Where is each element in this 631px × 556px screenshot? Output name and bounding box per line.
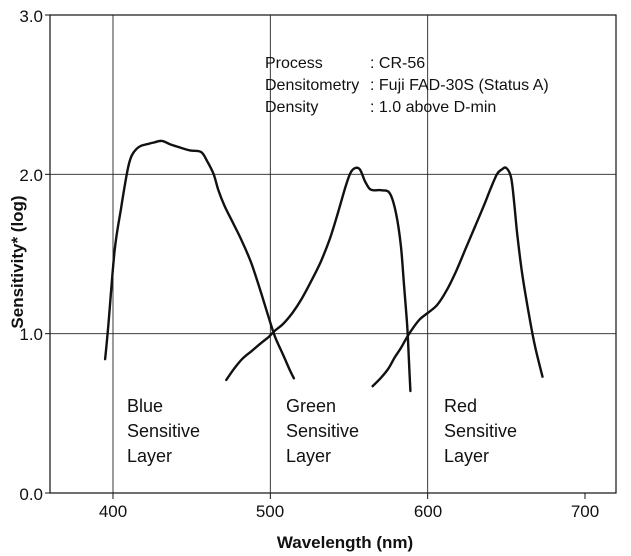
annotation-key: Density [265,99,318,116]
green-sensitivity-curve [225,166,412,393]
axis-ticks [45,14,586,499]
layer-label-line: Sensitive [444,421,517,441]
layer-label-line: Sensitive [286,421,359,441]
red-layer-label: Red Sensitive Layer [444,396,517,466]
blue-sensitivity-curve [103,139,296,380]
process-annotation: Process : CR-56 Densitometry : Fuji FAD-… [265,55,549,116]
layer-label-line: Blue [127,396,163,416]
x-tick-label: 400 [99,502,127,521]
layer-label-line: Green [286,396,336,416]
y-axis-title: Sensitivity* (log) [8,195,27,328]
annotation-value: : Fuji FAD-30S (Status A) [370,77,549,94]
x-axis-title: Wavelength (nm) [277,533,413,552]
y-tick-label: 1.0 [19,325,43,344]
layer-label-line: Red [444,396,477,416]
x-tick-label: 500 [256,502,284,521]
y-tick-labels: 0.0 1.0 2.0 3.0 [19,7,43,504]
green-layer-label: Green Sensitive Layer [286,396,359,466]
blue-layer-label: Blue Sensitive Layer [127,396,200,466]
y-tick-label: 0.0 [19,485,43,504]
grid-lines [50,15,616,493]
layer-label-line: Layer [127,446,172,466]
red-sensitivity-curve [371,166,544,388]
x-tick-label: 600 [414,502,442,521]
curves [103,139,544,393]
y-tick-label: 2.0 [19,166,43,185]
plot-frame [49,14,617,494]
layer-label-line: Layer [444,446,489,466]
layer-label-line: Sensitive [127,421,200,441]
x-tick-labels: 400 500 600 700 [99,502,599,521]
annotation-value: : 1.0 above D-min [370,99,496,116]
y-tick-label: 3.0 [19,7,43,26]
annotation-key: Densitometry [265,77,359,94]
annotation-value: : CR-56 [370,55,425,72]
layer-label-line: Layer [286,446,331,466]
plot-area-border [49,14,617,494]
x-tick-label: 700 [571,502,599,521]
annotation-key: Process [265,55,323,72]
